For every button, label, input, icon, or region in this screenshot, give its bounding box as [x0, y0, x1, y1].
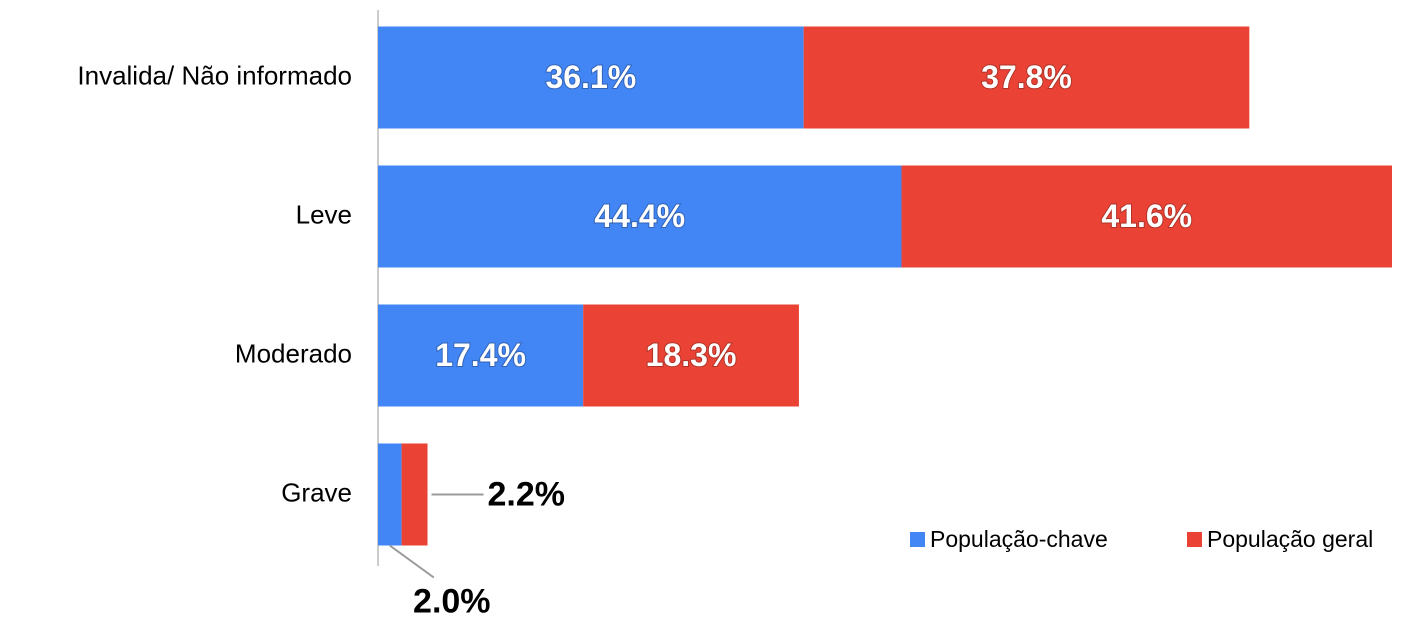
- legend-label: População-chave: [930, 526, 1108, 552]
- data-label: 44.4%: [594, 198, 685, 234]
- bar-segment: [401, 443, 428, 546]
- legend-swatch: [1187, 532, 1202, 547]
- bar-segment: [378, 26, 804, 129]
- data-label: 2.0%: [413, 582, 491, 620]
- category-label: Invalida/ Não informado: [77, 60, 352, 90]
- data-label: 41.6%: [1101, 198, 1192, 234]
- bar-segment: [583, 304, 799, 407]
- bar-segment: [901, 165, 1392, 268]
- data-label: 18.3%: [646, 337, 737, 373]
- data-label: 37.8%: [981, 59, 1072, 95]
- leader-line: [389, 544, 435, 579]
- bar-segment: [803, 26, 1250, 129]
- data-label: 36.1%: [545, 59, 636, 95]
- data-label: 2.2%: [488, 475, 566, 513]
- legend-swatch: [910, 532, 925, 547]
- data-label: 17.4%: [435, 337, 526, 373]
- legend-label: População geral: [1207, 526, 1373, 552]
- category-label: Leve: [296, 199, 352, 229]
- bar-segment: [378, 165, 902, 268]
- bar-segment: [378, 443, 402, 546]
- category-label: Moderado: [235, 338, 352, 368]
- bar-segment: [378, 304, 584, 407]
- category-label: Grave: [281, 477, 352, 507]
